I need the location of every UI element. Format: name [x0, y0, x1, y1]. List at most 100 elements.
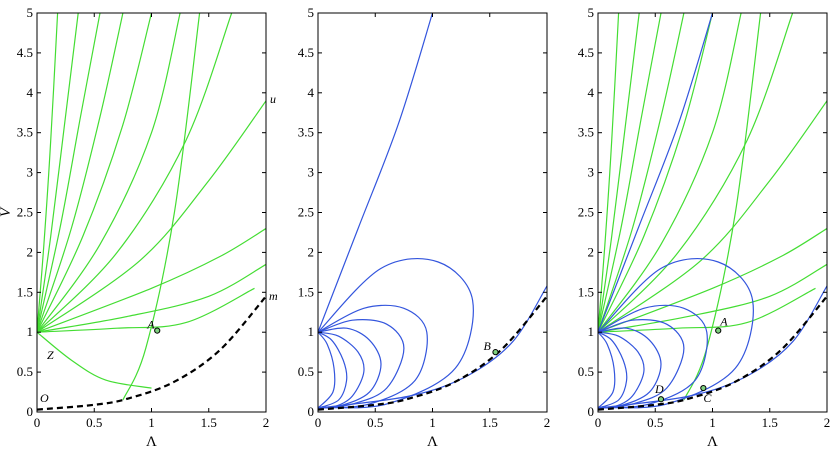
- green-trajectory-13: [122, 13, 201, 401]
- green-trajectory-1: [37, 13, 59, 333]
- green-trajectory-1: [598, 13, 620, 333]
- y-tick-label: 3.5: [578, 125, 594, 140]
- boundary-curve: [318, 295, 547, 411]
- blue-trajectory-7: [318, 331, 348, 409]
- y-tick-label: 5: [27, 5, 34, 20]
- x-tick-label: 2: [824, 415, 831, 430]
- green-trajectory-5: [37, 13, 153, 333]
- blue-trajectory-13: [598, 13, 714, 333]
- y-tick-label: 4: [588, 85, 595, 100]
- green-trajectory-3: [598, 13, 662, 333]
- y-tick-label: 2: [27, 244, 34, 259]
- y-tick-label: 1.5: [578, 284, 594, 299]
- green-trajectory-11: [37, 287, 255, 333]
- y-tick-label: 4: [27, 85, 34, 100]
- green-trajectory-7: [37, 13, 233, 333]
- point-marker-b: [492, 349, 499, 356]
- x-tick-label: 1: [429, 415, 436, 430]
- y-tick-label: 3: [27, 165, 34, 180]
- boundary-curve: [37, 295, 266, 411]
- y-tick-label: 3: [308, 165, 315, 180]
- blue-trajectory-2: [318, 258, 474, 409]
- y-tick-label: 0.5: [298, 364, 314, 379]
- y-tick-label: 0: [27, 404, 34, 419]
- x-tick-label: 0.5: [367, 415, 383, 430]
- y-tick-label: 2: [588, 244, 595, 259]
- curves: [318, 13, 547, 411]
- green-trajectory-7: [598, 13, 794, 333]
- y-tick-label: 2.5: [578, 205, 594, 220]
- blue-trajectory-20: [598, 331, 616, 409]
- green-trajectory-5: [598, 13, 714, 333]
- y-tick-label: 1.5: [298, 284, 314, 299]
- green-trajectory-2: [598, 13, 640, 333]
- blue-trajectory-1: [318, 13, 434, 333]
- x-axis-label: Λ: [427, 434, 438, 446]
- panel-2: 0 0.5 1 1.5 2 0 0.5 1 1.5 2 2.5 3 3.5 4 4.5 5 Λ B: [298, 5, 551, 450]
- panel-3: 0 0.5 1 1.5 2 0 0.5 1 1.5 2 2.5 3 3.5 4 4.5 5 Λ A D C: [578, 5, 831, 450]
- green-trajectory-10: [598, 263, 827, 333]
- y-tick-label: 0.5: [17, 364, 33, 379]
- x-tick-label: 0: [34, 415, 41, 430]
- y-axis-label: V: [0, 206, 14, 217]
- point-label-a: A: [146, 318, 155, 332]
- x-tick-label: 0.5: [86, 415, 102, 430]
- blue-trajectory-5: [318, 327, 382, 409]
- y-tick-label: 3.5: [17, 125, 33, 140]
- y-tick-label: 3.5: [298, 125, 314, 140]
- green-trajectory-8: [598, 100, 827, 333]
- y-tick-label: 1: [308, 324, 315, 339]
- green-trajectory-6: [598, 13, 742, 333]
- y-tick-label: 1: [27, 324, 34, 339]
- blue-trajectory-3: [318, 304, 428, 409]
- green-trajectory-12: [683, 13, 762, 401]
- panel-1: 0 0.5 1 1.5 2 0 0.5 1 1.5 2 2.5 3 3.5 4 4.5 5 Λ V Au m Z O: [0, 5, 278, 450]
- point-label-c: C: [703, 391, 712, 405]
- y-tick-label: 1: [588, 324, 595, 339]
- y-tick-label: 4: [308, 85, 315, 100]
- point-label-d: D: [654, 382, 664, 396]
- axes-frame: [317, 12, 548, 413]
- x-tick-label: 0: [315, 415, 322, 430]
- x-tick-label: 1.5: [201, 415, 217, 430]
- blue-trajectory-19: [598, 331, 628, 409]
- x-tick-label: 2: [263, 415, 270, 430]
- blue-trajectory-9: [318, 285, 547, 409]
- y-tick-label: 5: [308, 5, 315, 20]
- green-trajectory-10: [37, 263, 266, 333]
- boundary-curve: [598, 295, 827, 411]
- y-tick-label: 0.5: [578, 364, 594, 379]
- y-tick-label: 2.5: [17, 205, 33, 220]
- y-tick-label: 5: [588, 5, 595, 20]
- x-tick-label: 1.5: [482, 415, 498, 430]
- blue-trajectory-8: [318, 331, 336, 409]
- point-marker-d: [657, 396, 665, 403]
- x-tick-label: 0.5: [647, 415, 663, 430]
- green-trajectory-2: [37, 13, 79, 333]
- point-marker-c: [700, 384, 707, 392]
- blue-trajectory-15: [598, 304, 708, 409]
- point-marker-a: [715, 327, 722, 334]
- y-tick-label: 4.5: [298, 45, 314, 60]
- x-axis-label: Λ: [707, 434, 718, 446]
- y-tick-label: 2.5: [298, 205, 314, 220]
- green-trajectory-9: [37, 227, 266, 333]
- y-tick-label: 2: [308, 244, 315, 259]
- point-marker-a: [154, 327, 161, 334]
- curves: [37, 13, 266, 411]
- y-tick-label: 4.5: [17, 45, 33, 60]
- blue-trajectory-17: [598, 327, 662, 409]
- x-tick-label: 0: [595, 415, 602, 430]
- green-trajectory-6: [37, 13, 181, 333]
- y-tick-label: 4.5: [578, 45, 594, 60]
- green-trajectory-8: [37, 100, 266, 333]
- annotation-o: O: [40, 391, 49, 405]
- y-tick-label: 1.5: [17, 284, 33, 299]
- green-trajectory-4: [37, 13, 124, 333]
- green-trajectory-4: [598, 13, 685, 333]
- y-tick-label: 0: [308, 404, 315, 419]
- green-trajectory-3: [37, 13, 101, 333]
- x-tick-label: 1.5: [762, 415, 778, 430]
